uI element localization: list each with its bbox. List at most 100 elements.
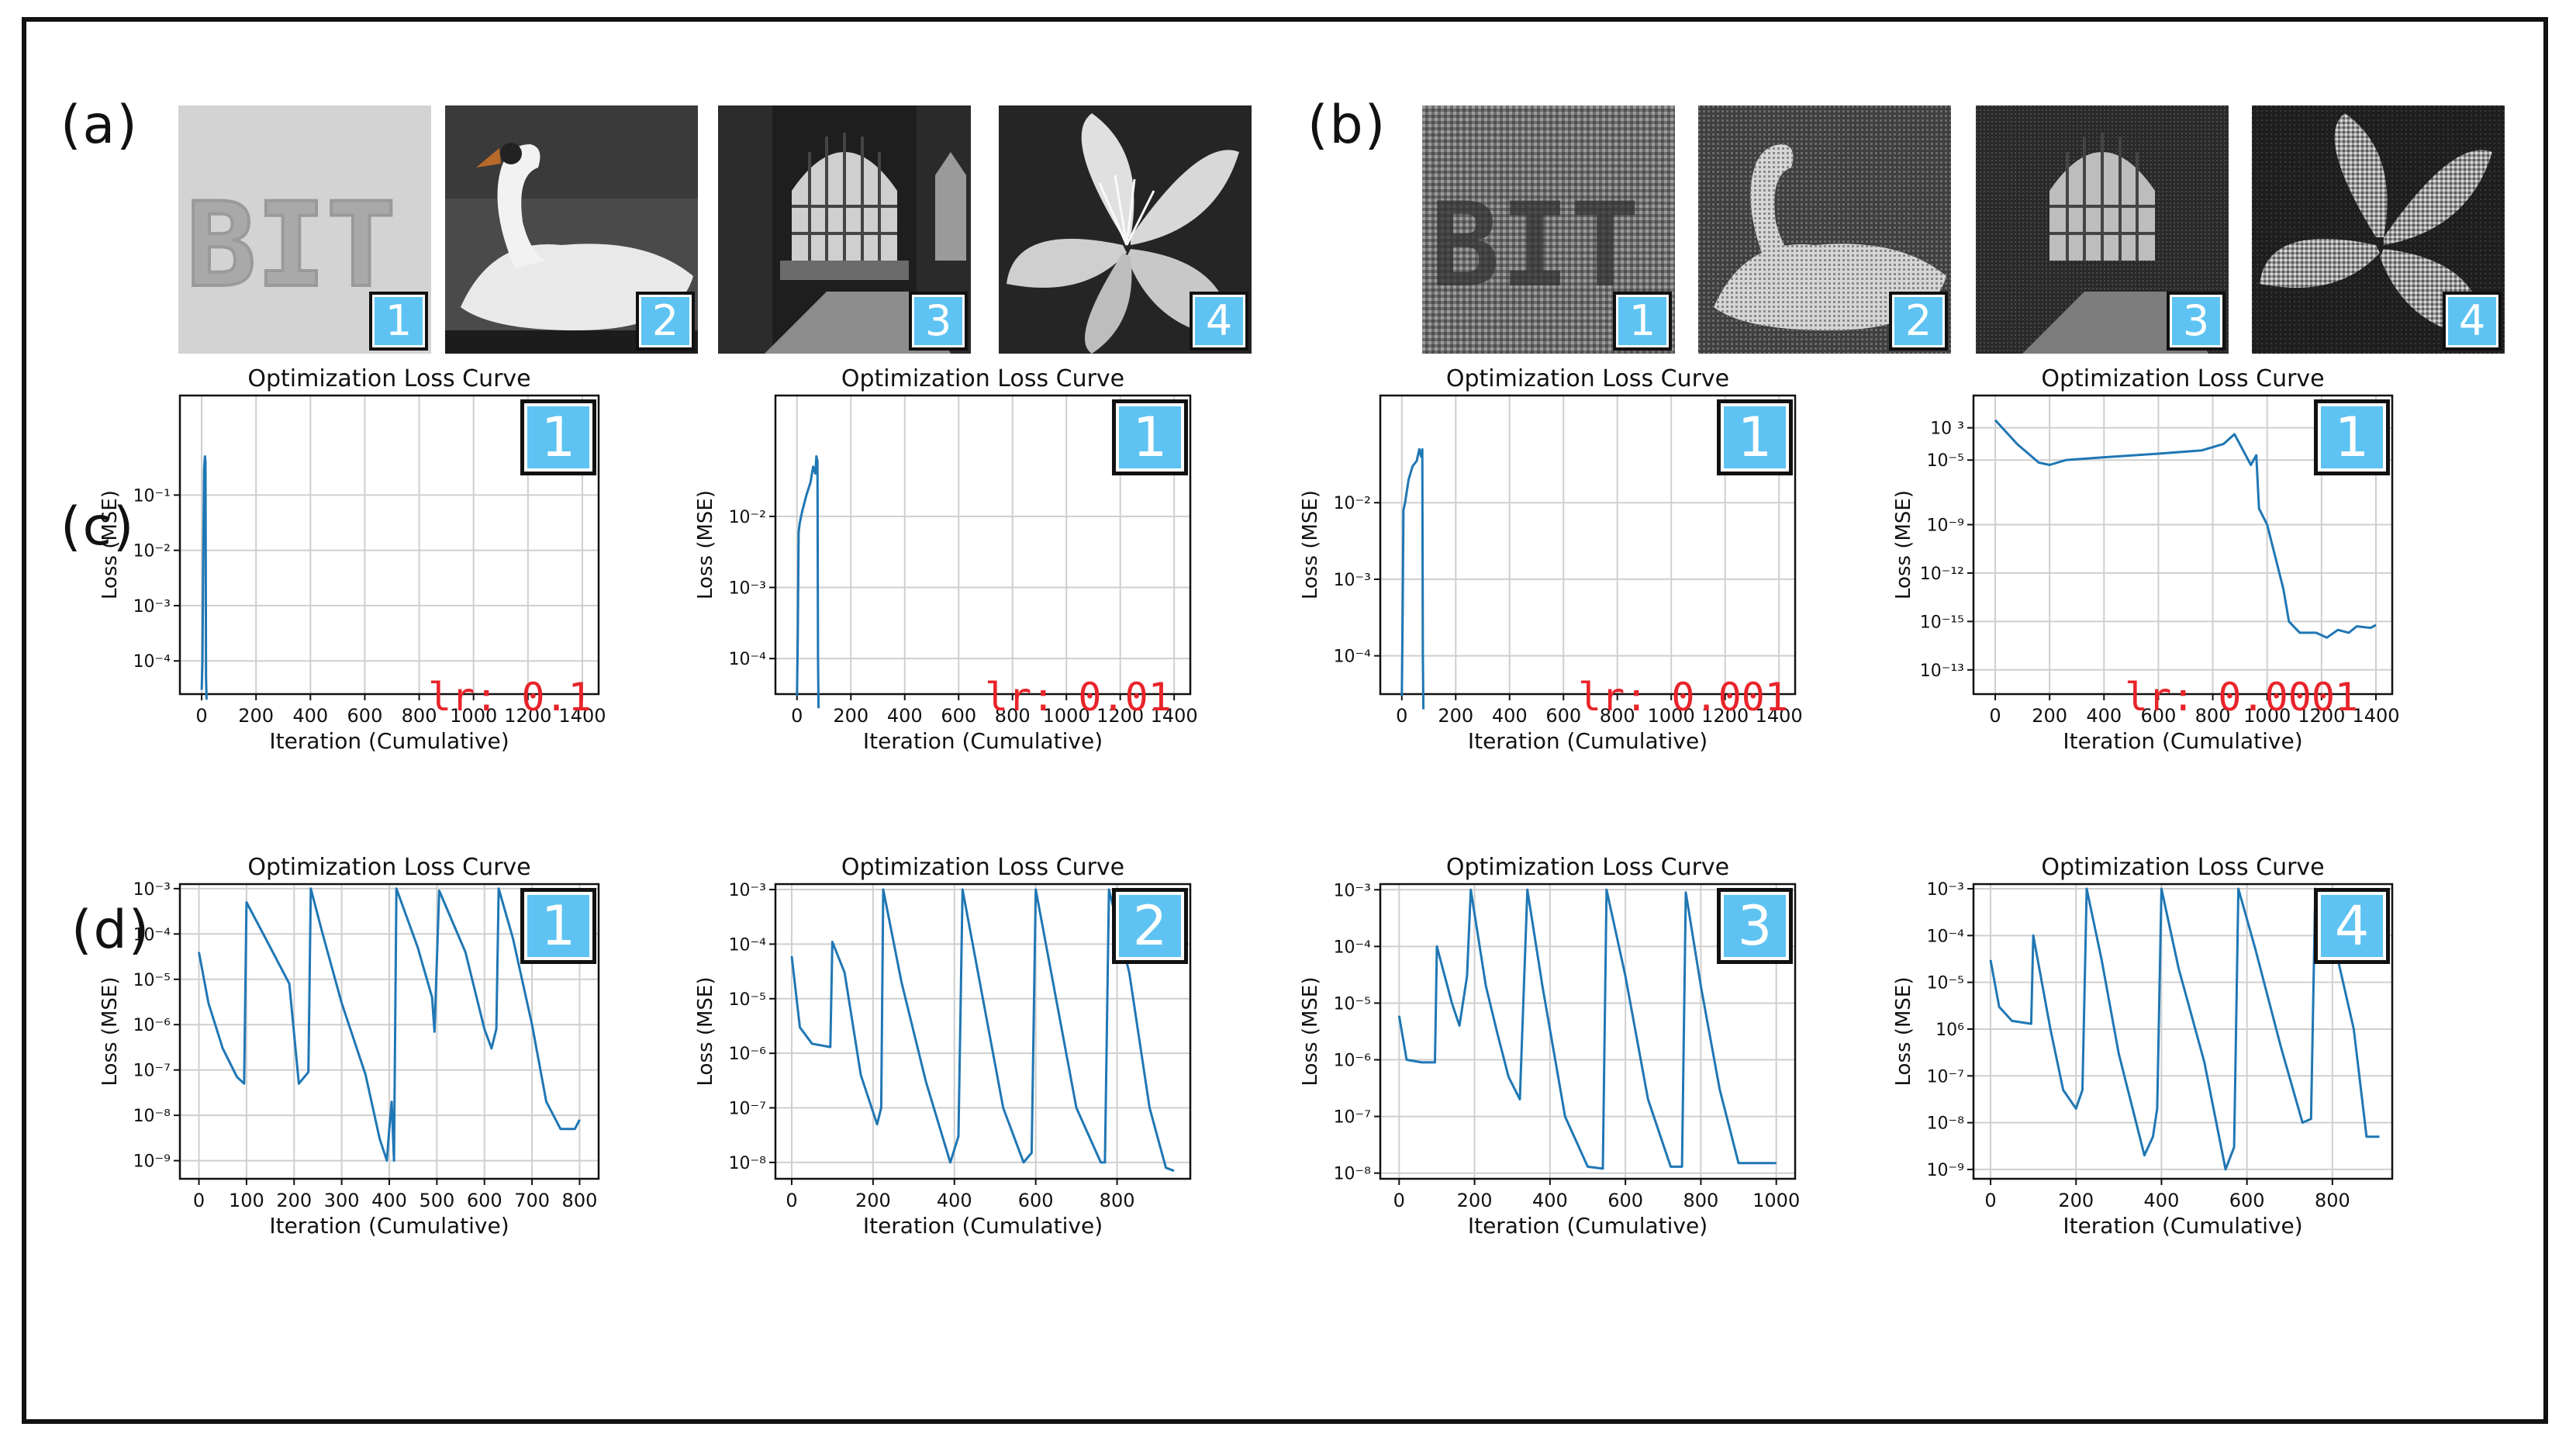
y-axis-label: Loss (MSE) [98, 977, 122, 1087]
y-tick-label: 10⁻⁴ [133, 652, 171, 672]
x-tick-label: 1200 [504, 705, 551, 727]
badge-b2: 2 [1889, 292, 1948, 351]
figure-frame [22, 17, 2548, 1424]
loss-chart-c-3: Optimization Loss Curve 0 200 400 600 800 1000… [1295, 343, 1919, 888]
loss-series-line [796, 454, 820, 709]
plot-frame [1379, 883, 1797, 1180]
x-tick-label: 0 [791, 705, 803, 727]
image-a2-swan: 2 [445, 105, 698, 354]
x-tick-label: 600 [1018, 1190, 1054, 1211]
x-tick-label: 800 [1683, 1190, 1719, 1211]
x-tick-label: 1400 [1756, 705, 1803, 727]
image-b1-bit-noisy: BIT 1 [1422, 105, 1675, 354]
bit-text-graphic: BIT [185, 177, 398, 315]
y-tick-label: 10⁻² [133, 542, 171, 561]
x-axis-label: Iteration (Cumulative) [2063, 728, 2302, 754]
y-axis-label: Loss (MSE) [98, 490, 122, 599]
y-tick-label: 10⁻⁵ [1927, 451, 1964, 471]
x-tick-label: 200 [855, 1190, 891, 1211]
chart-title: Optimization Loss Curve [841, 365, 1124, 392]
x-tick-label: 600 [1607, 1190, 1643, 1211]
x-tick-label: 0 [1989, 705, 2001, 727]
chart-title: Optimization Loss Curve [247, 854, 530, 881]
y-axis-label: Loss (MSE) [1299, 490, 1322, 599]
x-tick-label: 800 [1600, 705, 1635, 727]
y-axis-label: Loss (MSE) [1892, 977, 1915, 1087]
x-tick-label: 400 [1492, 705, 1528, 727]
loss-chart-c-4: Optimization Loss Curve 0 200 400 600 800 1000… [1888, 343, 2516, 888]
chart-svg: Optimization Loss Curve 0 200 400 600 800 10⁻⁸… [694, 854, 1192, 1239]
x-tick-label: 1000 [1043, 705, 1090, 727]
y-tick-label: 10⁻⁵ [133, 971, 171, 990]
y-tick-label: 10⁻⁹ [1927, 1161, 1964, 1180]
y-tick-label: 10⁻⁹ [133, 1152, 171, 1172]
x-tick-label: 800 [2195, 705, 2231, 727]
x-tick-label: 1200 [2298, 705, 2345, 727]
x-tick-label: 100 [229, 1190, 264, 1211]
chart-title: Optimization Loss Curve [1446, 365, 1729, 392]
chart-title: Optimization Loss Curve [841, 854, 1124, 881]
x-tick-label: 1000 [450, 705, 497, 727]
image-a1-bit: BIT 1 [178, 105, 431, 354]
chart-badge: 1 [520, 888, 596, 964]
learning-rate-label: lr: 0.01 [985, 675, 1172, 720]
y-axis-label: Loss (MSE) [694, 490, 717, 599]
x-tick-label: 1200 [1701, 705, 1749, 727]
y-tick-label: 10⁻¹⁵ [1920, 613, 1964, 632]
badge-a2: 2 [636, 292, 695, 351]
chart-svg: Optimization Loss Curve 0 100 200 300 400 500 6… [98, 854, 600, 1239]
x-tick-label: 200 [238, 705, 274, 727]
x-tick-label: 1200 [1096, 705, 1144, 727]
y-tick-label: 10⁻⁴ [1334, 938, 1372, 957]
x-axis-label: Iteration (Cumulative) [2063, 1213, 2302, 1239]
loss-chart-d-4: Optimization Loss Curve 0 200 400 600 800 10⁻⁹… [1888, 831, 2516, 1373]
chart-title: Optimization Loss Curve [2041, 365, 2324, 392]
x-tick-label: 1400 [1151, 705, 1198, 727]
loss-series-line [1400, 447, 1425, 710]
y-tick-label: 10⁻⁸ [1334, 1165, 1372, 1184]
plot-frame [178, 394, 600, 696]
x-axis-label: Iteration (Cumulative) [1468, 1213, 1708, 1239]
x-tick-label: 400 [887, 705, 923, 727]
y-tick-label: 10⁻⁴ [133, 925, 171, 945]
y-tick-label: 10⁻³ [1334, 571, 1371, 590]
x-tick-label: 600 [467, 1190, 502, 1211]
x-tick-label: 1400 [2352, 705, 2399, 727]
y-tick-label: 10 ³ [1930, 420, 1964, 439]
y-tick-label: 10⁻⁴ [729, 935, 767, 955]
panel-label-b: (b) [1307, 95, 1387, 156]
loss-chart-d-3: Optimization Loss Curve 0 200 400 600 800 1000… [1295, 831, 1919, 1373]
x-tick-label: 800 [1100, 1190, 1135, 1211]
badge-a3: 3 [909, 292, 968, 351]
plot-frame [1972, 394, 2394, 696]
y-tick-label: 10⁻⁸ [1927, 1114, 1965, 1134]
x-tick-label: 0 [195, 705, 207, 727]
loss-series-line [1397, 888, 1777, 1170]
image-b4-flower-noisy: 4 [2252, 105, 2505, 354]
y-axis-label: Loss (MSE) [1299, 977, 1322, 1087]
y-tick-label: 10⁻⁶ [729, 1045, 767, 1064]
chart-svg: Optimization Loss Curve 0 200 400 600 800 10⁻⁹… [1892, 854, 2394, 1239]
plot-frame [774, 883, 1192, 1180]
y-tick-label: 10⁻³ [1927, 880, 1964, 900]
y-tick-label: 10⁻¹ [133, 486, 171, 506]
chart-title: Optimization Loss Curve [247, 365, 530, 392]
y-tick-label: 10⁻² [729, 508, 766, 527]
chart-svg: Optimization Loss Curve 0 200 400 600 800 1000… [98, 365, 606, 754]
x-tick-label: 0 [1393, 1190, 1405, 1211]
plot-frame [1379, 394, 1797, 696]
image-b2-swan-noisy: 2 [1698, 105, 1951, 354]
loss-chart-c-2: Optimization Loss Curve 0 200 400 600 800 1000… [690, 343, 1314, 888]
x-tick-label: 1400 [558, 705, 606, 727]
plot-frame [1972, 883, 2394, 1180]
x-axis-label: Iteration (Cumulative) [269, 1213, 509, 1239]
chart-svg: Optimization Loss Curve 0 200 400 600 800 1000… [694, 365, 1198, 754]
chart-badge: 2 [1112, 888, 1188, 964]
y-axis-label: Loss (MSE) [1892, 490, 1915, 599]
window-graphic [718, 105, 971, 354]
y-tick-label: 10⁻³ [1334, 881, 1371, 900]
y-tick-label: 10⁻³ [133, 880, 171, 900]
y-tick-label: 10⁻¹³ [1920, 662, 1964, 681]
y-tick-label: 10⁻¹² [1920, 565, 1964, 584]
y-tick-label: 10⁻³ [729, 579, 766, 599]
